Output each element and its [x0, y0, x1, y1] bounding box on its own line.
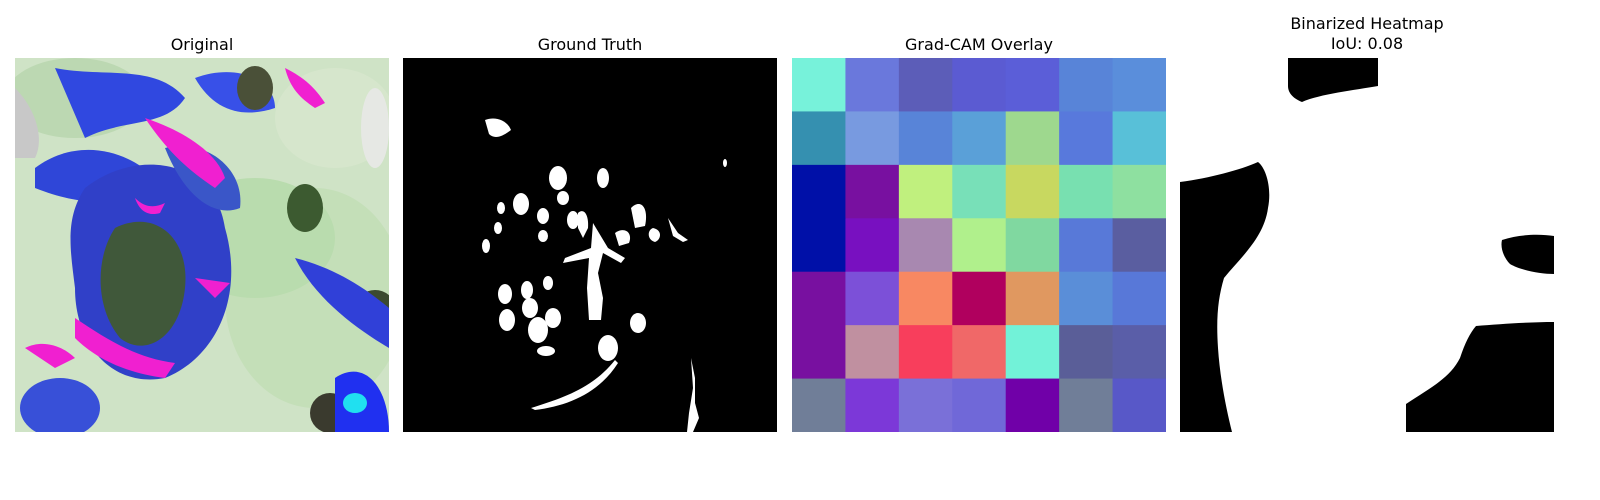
original-image [15, 58, 389, 432]
gradcam-cell [898, 271, 953, 326]
gradcam-cell [845, 164, 900, 219]
gradcam-cell [1059, 58, 1114, 112]
gradcam-cell [952, 58, 1007, 112]
gradcam-cell [1112, 164, 1166, 219]
gradcam-cell [898, 378, 953, 432]
gradcam-cell [1005, 58, 1060, 112]
gradcam-cell [1059, 378, 1114, 432]
gradcam-cell [845, 271, 900, 326]
gradcam-cell [792, 271, 846, 326]
gradcam-cell [792, 164, 846, 219]
gradcam-cell [1059, 325, 1114, 380]
gradcam-cell [898, 58, 953, 112]
gradcam-cell [792, 111, 846, 166]
gradcam-cell [952, 218, 1007, 273]
gradcam-cell [1059, 271, 1114, 326]
gradcam-cell [1112, 271, 1166, 326]
gradcam-cell [1005, 111, 1060, 166]
gradcam-cell [1005, 378, 1060, 432]
gradcam-cell [1059, 218, 1114, 273]
gradcam-overlay-title: Grad-CAM Overlay [905, 35, 1053, 54]
gradcam-cell [1005, 218, 1060, 273]
binarized-heatmap [1180, 58, 1554, 432]
binarized-heatmap-title: Binarized Heatmap [1290, 14, 1444, 33]
gradcam-cell [845, 378, 900, 432]
gradcam-cell [1059, 164, 1114, 219]
gradcam-cell [1059, 111, 1114, 166]
gradcam-cell [1005, 164, 1060, 219]
gradcam-grid [792, 58, 1166, 432]
gradcam-cell [898, 111, 953, 166]
gradcam-cell [1112, 325, 1166, 380]
original-title: Original [170, 35, 234, 54]
gradcam-cell [898, 325, 953, 380]
ground-truth-mask [403, 58, 777, 432]
gradcam-cell [952, 111, 1007, 166]
gradcam-cell [952, 378, 1007, 432]
gradcam-cell [1005, 271, 1060, 326]
gradcam-cell [1112, 378, 1166, 432]
gradcam-cell [952, 271, 1007, 326]
gradcam-cell [1112, 58, 1166, 112]
gradcam-cell [845, 58, 900, 112]
gradcam-cell [1005, 325, 1060, 380]
gradcam-overlay [792, 58, 1166, 432]
gradcam-cell [952, 325, 1007, 380]
gradcam-cell [792, 325, 846, 380]
gradcam-cell [1112, 111, 1166, 166]
gradcam-cell [898, 164, 953, 219]
gradcam-cell [792, 218, 846, 273]
gradcam-cell [845, 325, 900, 380]
gradcam-cell [845, 218, 900, 273]
gradcam-cell [952, 164, 1007, 219]
gradcam-cell [792, 58, 846, 112]
gradcam-cell [792, 378, 846, 432]
gradcam-cell [845, 111, 900, 166]
iou-label: IoU: 0.08 [1330, 34, 1404, 53]
ground-truth-title: Ground Truth [537, 35, 643, 54]
gradcam-cell [1112, 218, 1166, 273]
gradcam-cell [898, 218, 953, 273]
